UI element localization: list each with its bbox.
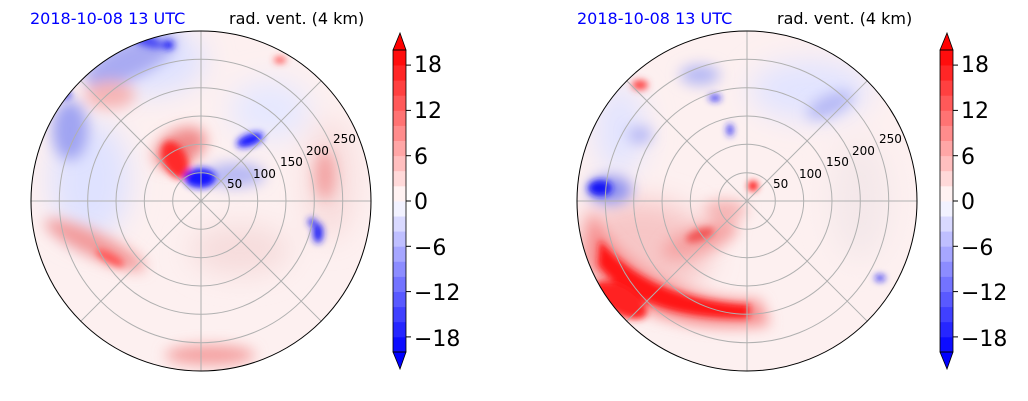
- panel-2-colorbar-label-12: 12: [961, 99, 989, 124]
- panel-1-colorbar-label-12: 12: [414, 99, 442, 124]
- colorbar-band: [940, 140, 953, 157]
- colorbar-band: [393, 65, 406, 81]
- panel-2-colorbar-extend-bottom: [939, 351, 954, 371]
- panel-2-spoke-135: [626, 80, 868, 322]
- panel-2-variable: rad. vent. (4 km): [777, 9, 912, 28]
- colorbar-band: [393, 246, 406, 262]
- panel-1-colorbar: 18 12 6 0 −6 −12 −18: [392, 31, 460, 371]
- colorbar-band: [940, 306, 953, 323]
- colorbar-band: [940, 170, 953, 187]
- panel-2-date: 2018-10-08 13 UTC: [577, 9, 732, 28]
- colorbar-band: [393, 155, 406, 172]
- colorbar-band: [393, 50, 406, 66]
- colorbar-band: [393, 185, 406, 202]
- colorbar-band: [393, 201, 406, 217]
- panel-2-colorbar-extend-top: [939, 31, 954, 51]
- colorbar-band: [940, 276, 953, 292]
- panel-1-frame: [30, 30, 372, 372]
- panel-1-polar-plot: 50 100 150 200 250: [30, 30, 372, 372]
- panel-1-variable: rad. vent. (4 km): [229, 9, 364, 28]
- panel-1-colorbar-label-neg18: −18: [414, 327, 460, 352]
- panel-1-ring-labels: 50 100 150 200 250: [227, 132, 356, 191]
- colorbar-band: [940, 50, 953, 66]
- panel-2-colorbar-label-neg6: −6: [961, 236, 993, 261]
- colorbar-band: [393, 276, 406, 292]
- colorbar-band: [940, 80, 953, 96]
- panel-1-colorbar-tick-labels: 18 12 6 0 −6 −12 −18: [414, 53, 460, 352]
- panel-2-ring-label-200: 200: [852, 144, 875, 158]
- panel-2-colorbar-label-6: 6: [961, 145, 975, 170]
- colorbar-band: [940, 201, 953, 217]
- colorbar-band: [393, 80, 406, 96]
- panel-1-spoke-135: [80, 80, 322, 322]
- colorbar-band: [393, 306, 406, 323]
- panel-2-colorbar-label-neg12: −12: [961, 281, 1007, 306]
- colorbar-band: [940, 321, 953, 338]
- panel-1-date: 2018-10-08 13 UTC: [30, 9, 185, 28]
- panel-1-colorbar-label-neg12: −12: [414, 281, 460, 306]
- panel-1-ring-label-50: 50: [227, 177, 242, 191]
- colorbar-band: [393, 95, 406, 111]
- panel-2-ring-label-150: 150: [826, 155, 849, 169]
- panel-1-ring-label-200: 200: [306, 144, 329, 158]
- panel-1-ring-label-150: 150: [280, 155, 303, 169]
- panel-1-colorbar-label-0: 0: [414, 190, 428, 215]
- panel-1-ring-label-250: 250: [333, 132, 356, 146]
- colorbar-band: [393, 231, 406, 247]
- colorbar-band: [393, 321, 406, 338]
- colorbar-band: [940, 336, 953, 353]
- colorbar-band: [393, 336, 406, 353]
- panel-1-ring-label-100: 100: [253, 167, 276, 181]
- panel-1-colorbar-extend-bottom: [392, 351, 407, 371]
- panel-2-colorbar-label-neg18: −18: [961, 327, 1007, 352]
- colorbar-band: [940, 95, 953, 111]
- panel-2-frame: [576, 30, 918, 372]
- colorbar-band: [940, 185, 953, 202]
- colorbar-band: [393, 261, 406, 277]
- colorbar-band: [940, 216, 953, 232]
- colorbar-band: [940, 246, 953, 262]
- colorbar-band: [940, 125, 953, 141]
- colorbar-band: [393, 140, 406, 157]
- panel-2-colorbar-ticks: [953, 64, 958, 338]
- colorbar-band: [940, 65, 953, 81]
- colorbar-band: [393, 170, 406, 187]
- panel-1-colorbar-bands: [393, 50, 406, 353]
- panel-2: 2018-10-08 13 UTC rad. vent. (4 km): [576, 9, 1007, 372]
- panel-2-ring-labels: 50 100 150 200 250: [773, 132, 902, 191]
- panel-1-colorbar-extend-top: [392, 31, 407, 51]
- panel-2-colorbar: 18 12 6 0 −6 −12 −18: [939, 31, 1007, 371]
- colorbar-band: [393, 291, 406, 308]
- panel-2-colorbar-label-18: 18: [961, 53, 989, 78]
- colorbar-band: [393, 110, 406, 126]
- colorbar-band: [393, 216, 406, 232]
- panel-2-ring-label-100: 100: [799, 167, 822, 181]
- panel-2-colorbar-bands: [940, 50, 953, 353]
- panel-1-colorbar-label-neg6: −6: [414, 236, 446, 261]
- panel-1-colorbar-label-18: 18: [414, 53, 442, 78]
- panel-2-polar-plot: 50 100 150 200 250: [576, 30, 918, 372]
- panel-1-colorbar-ticks: [406, 64, 411, 338]
- colorbar-band: [940, 110, 953, 126]
- colorbar-band: [940, 155, 953, 172]
- colorbar-band: [940, 291, 953, 308]
- panel-1: 2018-10-08 13 UTC rad. vent. (4 km): [30, 9, 460, 372]
- panel-2-ring-label-50: 50: [773, 177, 788, 191]
- panel-2-grid: [577, 31, 917, 371]
- colorbar-band: [393, 125, 406, 141]
- panel-2-ring-label-250: 250: [879, 132, 902, 146]
- colorbar-band: [940, 231, 953, 247]
- panel-2-colorbar-label-0: 0: [961, 190, 975, 215]
- colorbar-band: [940, 261, 953, 277]
- panel-1-grid: [31, 31, 371, 371]
- panel-1-colorbar-label-6: 6: [414, 145, 428, 170]
- panel-2-colorbar-tick-labels: 18 12 6 0 −6 −12 −18: [961, 53, 1007, 352]
